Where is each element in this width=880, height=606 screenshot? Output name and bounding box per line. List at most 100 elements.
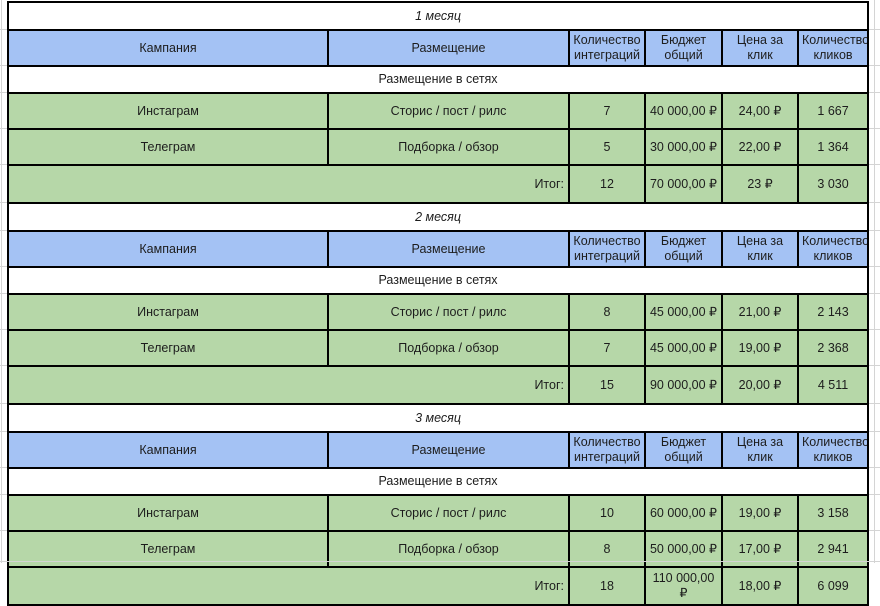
sheet-gridline [869, 467, 880, 468]
sheet-gridline [869, 403, 880, 404]
sheet-gridline [0, 92, 7, 93]
group-label: Размещение в сетях [6, 65, 870, 94]
sheet-gridline [869, 431, 880, 432]
placement-cell: Подборка / обзор [327, 128, 570, 166]
column-header-budget: Бюджет общий [644, 431, 723, 469]
placement-cell: Сторис / пост / рилс [327, 92, 570, 130]
sheet-gridline [0, 164, 7, 165]
sheet-gridline [1, 0, 2, 563]
sheet-gridline [0, 29, 7, 30]
total-label: Итог: [7, 365, 570, 405]
cpc-cell: 22,00 ₽ [721, 128, 799, 166]
clicks-cell: 2 143 [796, 293, 870, 331]
sheet-gridline [0, 202, 7, 203]
table-row: Инстаграм Сторис / пост / рилс 8 45 000,… [7, 293, 870, 331]
sheet-gridline [0, 403, 7, 404]
sheet-gridline [869, 494, 880, 495]
column-header-placement: Размещение [327, 230, 570, 268]
column-header-integrations: Количество интеграций [568, 29, 646, 67]
total-budget-cell: 70 000,00 ₽ [644, 164, 723, 204]
column-header-placement: Размещение [327, 431, 570, 469]
clicks-cell: 3 158 [796, 494, 870, 532]
total-integrations-cell: 18 [568, 566, 646, 606]
placement-cell: Сторис / пост / рилс [327, 293, 570, 331]
clicks-cell: 2 941 [796, 530, 870, 568]
total-cpc-cell: 20,00 ₽ [721, 365, 799, 405]
month-title: 3 месяц [6, 403, 870, 433]
cpc-cell: 17,00 ₽ [721, 530, 799, 568]
sheet-gridline [869, 293, 880, 294]
month-title: 2 месяц [6, 202, 870, 232]
total-cpc-cell: 23 ₽ [721, 164, 799, 204]
month-row: 2 месяц [6, 202, 870, 232]
campaign-cell: Телеграм [7, 128, 329, 166]
sheet-gridline [869, 65, 880, 66]
total-integrations-cell: 12 [568, 164, 646, 204]
budget-cell: 60 000,00 ₽ [644, 494, 723, 532]
campaign-cell: Инстаграм [7, 494, 329, 532]
total-integrations-cell: 15 [568, 365, 646, 405]
sheet-gridline [869, 92, 880, 93]
column-header-budget: Бюджет общий [644, 29, 723, 67]
sheet-gridline [0, 530, 7, 531]
column-header-campaign: Кампания [7, 29, 329, 67]
clicks-cell: 1 364 [796, 128, 870, 166]
total-row: Итог: 18 110 000,00 ₽ 18,00 ₽ 6 099 [7, 566, 870, 606]
sheet-gridline [0, 293, 7, 294]
table-row: Телеграм Подборка / обзор 8 50 000,00 ₽ … [7, 530, 870, 568]
column-header-row: Кампания Размещение Количество интеграци… [7, 431, 870, 469]
total-budget-cell: 90 000,00 ₽ [644, 365, 723, 405]
sheet-gridline [0, 230, 7, 231]
sheet-gridline [869, 164, 880, 165]
column-header-placement: Размещение [327, 29, 570, 67]
column-header-campaign: Кампания [7, 230, 329, 268]
sheet-gridline [869, 266, 880, 267]
total-clicks-cell: 6 099 [796, 566, 870, 606]
total-budget-cell: 110 000,00 ₽ [644, 566, 723, 606]
sheet-gridline [0, 266, 7, 267]
table-row: Телеграм Подборка / обзор 7 45 000,00 ₽ … [7, 329, 870, 367]
group-label: Размещение в сетях [6, 266, 870, 295]
integrations-cell: 7 [568, 92, 646, 130]
sheet-gridline [869, 29, 880, 30]
budget-cell: 30 000,00 ₽ [644, 128, 723, 166]
sheet-gridline [0, 329, 7, 330]
column-header-clicks: Количество кликов [796, 431, 870, 469]
media-plan-table: 1 месяц Кампания Размещение Количество и… [6, 1, 870, 606]
sheet-gridline [0, 65, 7, 66]
sheet-gridline [869, 128, 880, 129]
column-header-budget: Бюджет общий [644, 230, 723, 268]
table-row: Телеграм Подборка / обзор 5 30 000,00 ₽ … [7, 128, 870, 166]
cpc-cell: 24,00 ₽ [721, 92, 799, 130]
sheet-gridline [869, 530, 880, 531]
integrations-cell: 10 [568, 494, 646, 532]
total-row: Итог: 12 70 000,00 ₽ 23 ₽ 3 030 [7, 164, 870, 204]
total-clicks-cell: 3 030 [796, 164, 870, 204]
sheet-gridline [869, 230, 880, 231]
column-header-cpc: Цена за клик [721, 29, 799, 67]
group-row: Размещение в сетях [6, 65, 870, 94]
sheet-gridline [0, 128, 7, 129]
group-row: Размещение в сетях [6, 467, 870, 496]
integrations-cell: 8 [568, 293, 646, 331]
table-row: Инстаграм Сторис / пост / рилс 7 40 000,… [7, 92, 870, 130]
sheet-gridline [869, 365, 880, 366]
sheet-gridline [0, 365, 7, 366]
total-clicks-cell: 4 511 [796, 365, 870, 405]
campaign-cell: Телеграм [7, 530, 329, 568]
column-header-campaign: Кампания [7, 431, 329, 469]
sheet-gridline [869, 329, 880, 330]
integrations-cell: 7 [568, 329, 646, 367]
budget-cell: 45 000,00 ₽ [644, 329, 723, 367]
cpc-cell: 19,00 ₽ [721, 494, 799, 532]
clicks-cell: 2 368 [796, 329, 870, 367]
column-header-row: Кампания Размещение Количество интеграци… [7, 29, 870, 67]
campaign-cell: Инстаграм [7, 293, 329, 331]
column-header-clicks: Количество кликов [796, 29, 870, 67]
sheet-gridline [869, 202, 880, 203]
budget-cell: 45 000,00 ₽ [644, 293, 723, 331]
column-header-clicks: Количество кликов [796, 230, 870, 268]
column-header-integrations: Количество интеграций [568, 431, 646, 469]
column-header-row: Кампания Размещение Количество интеграци… [7, 230, 870, 268]
